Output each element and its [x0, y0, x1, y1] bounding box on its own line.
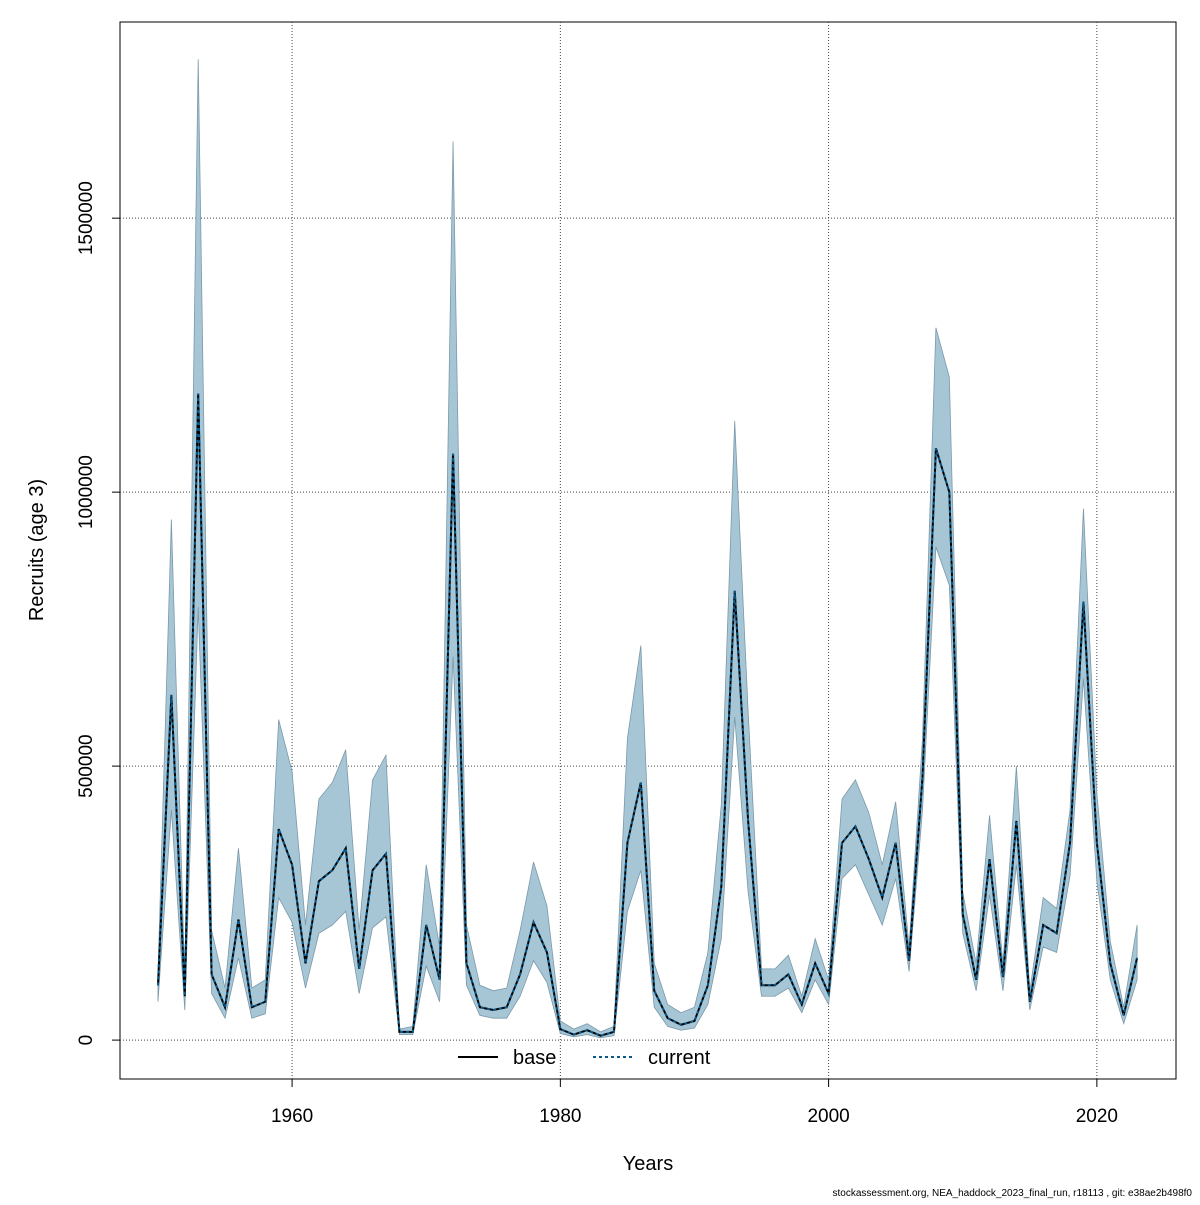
legend-label: current — [648, 1047, 711, 1069]
y-tick-label: 1500000 — [76, 181, 97, 255]
y-tick-label: 0 — [76, 1035, 97, 1046]
confidence-band — [157, 59, 1138, 1039]
y-tick-label: 1000000 — [76, 455, 97, 529]
x-tick-label: 2000 — [807, 1106, 849, 1127]
series-line — [156, 393, 1139, 1037]
y-tick-label: 500000 — [76, 734, 97, 797]
plot-box — [119, 21, 1177, 1080]
x-axis-title: Years — [623, 1153, 673, 1175]
legend-label: base — [513, 1047, 556, 1069]
y-axis-title: Recruits (age 3) — [26, 479, 48, 621]
x-tick-label: 2020 — [1076, 1106, 1118, 1127]
footer: stockassessment.org, NEA_haddock_2023_fi… — [832, 1188, 1192, 1199]
x-tick-label: 1980 — [539, 1106, 581, 1127]
x-tick-label: 1960 — [271, 1106, 313, 1127]
